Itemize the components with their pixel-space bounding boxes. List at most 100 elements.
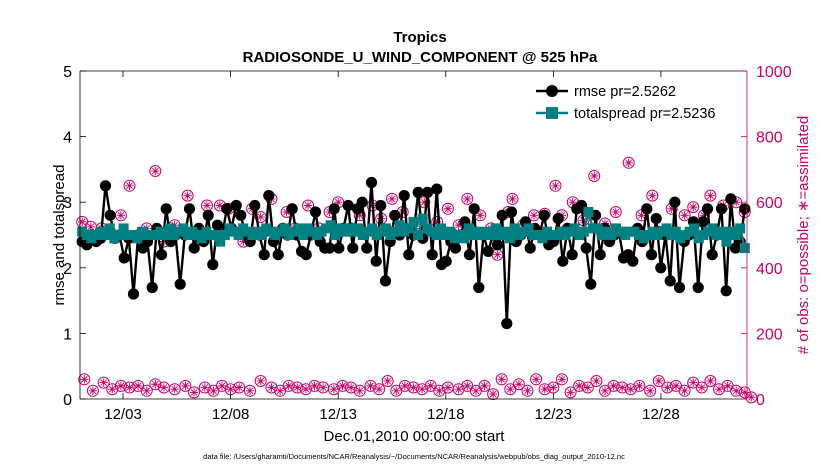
x-tick-label: 12/08 bbox=[212, 406, 250, 423]
legend-rmse-marker bbox=[546, 85, 558, 97]
obs-assimilated-point bbox=[77, 217, 87, 227]
rmse-point bbox=[412, 186, 424, 198]
obs-assimilated-point bbox=[463, 381, 472, 391]
obs-assimilated-point bbox=[592, 376, 601, 386]
obs-possible-point bbox=[678, 384, 691, 397]
obs-assimilated-point bbox=[454, 384, 463, 394]
totalspread-point bbox=[293, 223, 304, 234]
obs-assimilated-point bbox=[443, 383, 453, 392]
obs-count-group-1 bbox=[78, 373, 758, 404]
totalspread-point bbox=[215, 236, 226, 247]
rmse-point bbox=[211, 219, 224, 231]
rmse-point bbox=[249, 199, 261, 212]
rmse-point bbox=[333, 242, 345, 254]
totalspread-point bbox=[160, 230, 170, 240]
obs-possible-point bbox=[291, 381, 304, 394]
x-tick-label: 12/13 bbox=[319, 406, 357, 423]
totalspread-point bbox=[298, 230, 309, 240]
rmse-point bbox=[482, 245, 494, 257]
obs-possible-point bbox=[123, 179, 136, 192]
obs-assimilated-point bbox=[706, 376, 715, 386]
totalspread-point bbox=[445, 226, 456, 237]
totalspread-point bbox=[164, 223, 175, 234]
obs-assimilated-point bbox=[202, 201, 212, 210]
obs-assimilated-point bbox=[235, 383, 244, 392]
obs-possible-point bbox=[452, 383, 465, 396]
obs-possible-point bbox=[461, 192, 474, 205]
obs-possible-point bbox=[97, 376, 110, 389]
obs-possible-point bbox=[149, 165, 162, 177]
obs-possible-point bbox=[373, 383, 386, 396]
x-tick-label: 12/03 bbox=[104, 406, 142, 423]
obs-possible-point bbox=[181, 189, 194, 202]
obs-possible-point bbox=[233, 381, 246, 394]
obs-assimilated-point bbox=[514, 380, 524, 389]
rmse-point bbox=[669, 196, 681, 208]
totalspread-point bbox=[394, 220, 405, 231]
obs-assimilated-point bbox=[170, 384, 179, 394]
obs-possible-point bbox=[433, 384, 446, 397]
obs-possible-point bbox=[521, 384, 534, 397]
totalspread-point bbox=[114, 230, 124, 240]
obs-possible-point bbox=[86, 384, 99, 397]
totalspread-point bbox=[353, 223, 364, 234]
chart-title-line1: Tropics bbox=[393, 29, 446, 46]
obs-assimilated-point bbox=[435, 386, 444, 395]
obs-assimilated-point bbox=[663, 383, 672, 392]
obs-possible-point bbox=[624, 383, 637, 396]
obs-possible-point bbox=[441, 202, 454, 215]
x-tick-label: 12/18 bbox=[427, 406, 465, 423]
rmse-point bbox=[664, 275, 676, 287]
rmse-point bbox=[463, 249, 476, 261]
obs-possible-point bbox=[188, 386, 200, 399]
obs-assimilated-point bbox=[151, 380, 160, 389]
obs-assimilated-point bbox=[557, 375, 567, 384]
obs-assimilated-point bbox=[671, 381, 681, 391]
obs-assimilated-point bbox=[329, 384, 339, 394]
obs-possible-point bbox=[704, 375, 717, 387]
obs-assimilated-point bbox=[471, 386, 481, 395]
obs-assimilated-point bbox=[374, 384, 384, 394]
totalspread-point bbox=[583, 207, 594, 217]
obs-possible-point bbox=[609, 206, 622, 218]
obs-assimilated-point bbox=[125, 383, 134, 392]
obs-assimilated-point bbox=[267, 383, 276, 392]
y-axis-left-label: rmse and totalspread bbox=[51, 165, 68, 306]
obs-possible-point bbox=[336, 379, 349, 392]
rmse-point bbox=[309, 206, 322, 218]
obs-assimilated-point bbox=[443, 204, 453, 213]
obs-possible-point bbox=[687, 201, 700, 214]
obs-assimilated-point bbox=[590, 171, 599, 181]
obs-assimilated-point bbox=[80, 375, 89, 384]
rmse-point bbox=[347, 242, 359, 254]
totalspread-point bbox=[661, 223, 672, 234]
totalspread-point bbox=[118, 223, 129, 234]
obs-possible-point bbox=[416, 383, 429, 396]
rmse-point bbox=[557, 255, 569, 267]
obs-possible-point bbox=[487, 388, 500, 401]
legend-spread-label: totalspread pr=2.5236 bbox=[574, 106, 715, 122]
series-layer bbox=[76, 156, 758, 404]
totalspread-point bbox=[390, 226, 401, 237]
obs-assimilated-point bbox=[209, 386, 218, 395]
legend: rmse pr=2.5262 totalspread pr=2.5236 bbox=[530, 78, 742, 126]
obs-assimilated-point bbox=[529, 211, 539, 220]
obs-possible-point bbox=[556, 373, 568, 386]
obs-possible-point bbox=[646, 189, 659, 202]
rmse-point bbox=[183, 203, 196, 215]
obs-assimilated-point bbox=[303, 201, 313, 210]
totalspread-point bbox=[730, 230, 741, 240]
axes-layer: 0 1 2 3 4 5 0 200 400 600 800 1000 12/03 12/08 12/13 12… bbox=[63, 64, 792, 423]
totalspread-point bbox=[413, 230, 424, 240]
obs-assimilated-point bbox=[618, 383, 627, 392]
rmse-point bbox=[258, 249, 270, 261]
rmse-point bbox=[263, 190, 275, 202]
data-file-footnote: data file: /Users/gharamti/Documents/NCA… bbox=[203, 452, 625, 461]
obs-assimilated-point bbox=[480, 381, 489, 391]
obs-assimilated-point bbox=[215, 201, 225, 210]
rmse-point bbox=[715, 203, 728, 215]
rmse-point bbox=[398, 190, 410, 202]
obs-possible-point bbox=[607, 379, 620, 392]
obs-assimilated-point bbox=[217, 381, 227, 391]
obs-assimilated-point bbox=[611, 207, 620, 217]
